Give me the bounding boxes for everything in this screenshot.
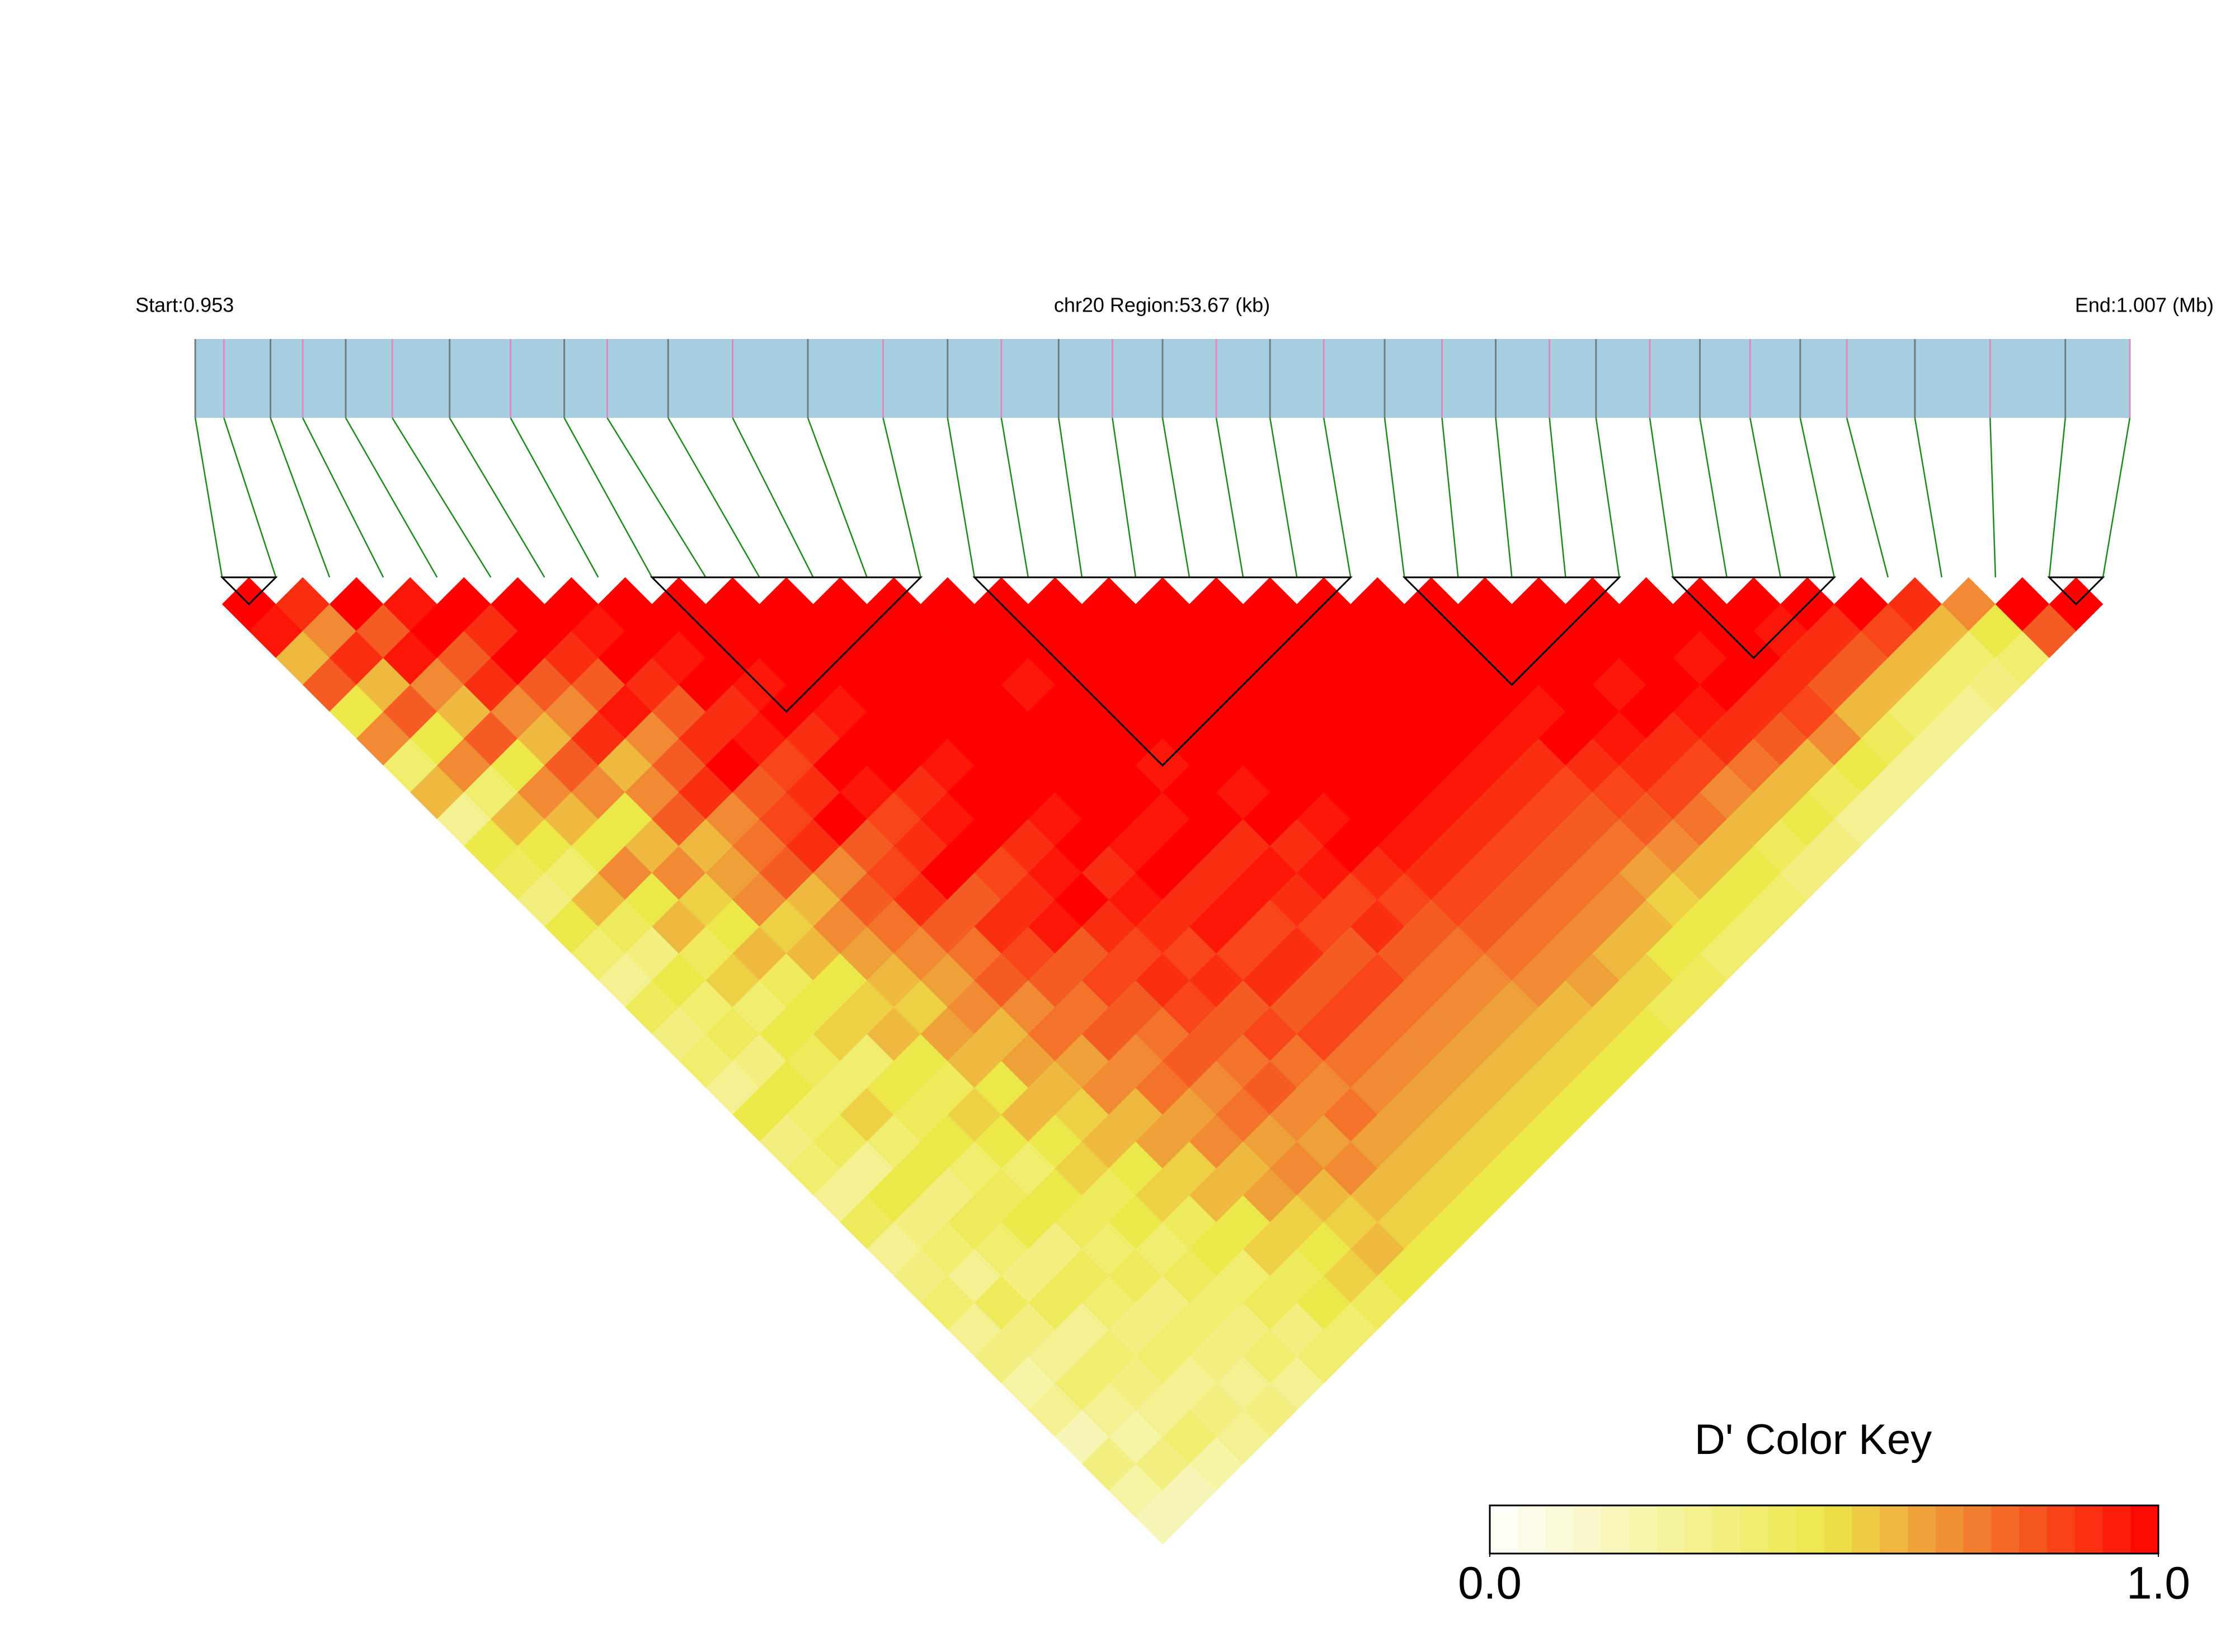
key-swatch (1768, 1505, 1797, 1554)
key-swatch (1629, 1505, 1658, 1554)
snp-connector (947, 417, 976, 578)
key-tick-label: 0.0 (1458, 1558, 1522, 1609)
snp-connector (1269, 417, 1298, 578)
key-swatch (1935, 1505, 1964, 1554)
key-tick-label: 1.0 (2126, 1558, 2190, 1609)
end-label: End:1.007 (Mb) (2075, 294, 2214, 317)
snp-connector (1215, 417, 1244, 578)
ld-block (650, 576, 923, 713)
snp-connector (1323, 417, 1352, 578)
start-label: Start:0.953 (135, 294, 234, 317)
key-swatch (1601, 1505, 1630, 1554)
key-swatch (1852, 1505, 1880, 1554)
ld-block (972, 576, 1353, 767)
snp-connector (1595, 417, 1620, 578)
snp-connector (1112, 417, 1137, 578)
snp-connector (1495, 417, 1513, 578)
snp-connector (1649, 417, 1674, 578)
snp-connector (1914, 417, 1943, 578)
snp-connector (606, 417, 707, 578)
region-label: chr20 Region:53.67 (kb) (1054, 294, 1270, 317)
snp-connector (1549, 417, 1566, 578)
snp-connector (1989, 417, 1997, 578)
key-swatch (1712, 1505, 1741, 1554)
key-swatch (1517, 1505, 1546, 1554)
key-swatch (1545, 1505, 1574, 1554)
key-swatch (1796, 1505, 1824, 1554)
key-swatch (1573, 1505, 1602, 1554)
snp-connector (1846, 417, 1889, 578)
ld-block (2047, 576, 2105, 606)
ld-block (1671, 576, 1837, 660)
key-title: D' Color Key (1695, 1416, 1932, 1463)
key-swatch (2102, 1505, 2131, 1554)
key-swatch (2074, 1505, 2103, 1554)
snp-connector (1384, 417, 1405, 578)
snp-connector (882, 417, 921, 578)
snp-connector (1749, 417, 1781, 578)
snp-connector (194, 417, 223, 578)
snp-connector (563, 417, 653, 578)
key-swatch (1907, 1505, 1936, 1554)
key-swatch (1657, 1505, 1686, 1554)
key-swatch (1963, 1505, 1992, 1554)
snp-connector (2048, 417, 2066, 578)
snp-connector (302, 417, 384, 578)
snp-connector (1058, 417, 1083, 578)
snp-connector (223, 417, 277, 578)
key-swatch (1991, 1505, 2020, 1554)
snp-connector (807, 417, 868, 578)
key-swatch (1490, 1505, 1518, 1554)
snp-connector (1699, 417, 1728, 578)
snp-connector (510, 417, 599, 578)
snp-connector (2102, 417, 2131, 578)
snp-connector (345, 417, 438, 578)
key-swatch (1824, 1505, 1852, 1554)
snp-connector (270, 417, 331, 578)
snp-connector (1799, 417, 1835, 578)
snp-connector (392, 417, 492, 578)
key-border (1489, 1504, 2159, 1555)
key-swatch (2019, 1505, 2048, 1554)
snp-connector (449, 417, 545, 578)
key-swatch (1685, 1505, 1713, 1554)
snp-connector (667, 417, 760, 578)
key-swatch (1880, 1505, 1908, 1554)
snp-connector (1161, 417, 1191, 578)
snp-connector (732, 417, 814, 578)
ld-block (220, 576, 278, 606)
key-swatch (2046, 1505, 2076, 1554)
snp-connector (1441, 417, 1459, 578)
snp-connector (1000, 417, 1029, 578)
key-swatch (1740, 1505, 1769, 1554)
key-swatch (2130, 1505, 2159, 1554)
ld-block (1402, 576, 1622, 686)
